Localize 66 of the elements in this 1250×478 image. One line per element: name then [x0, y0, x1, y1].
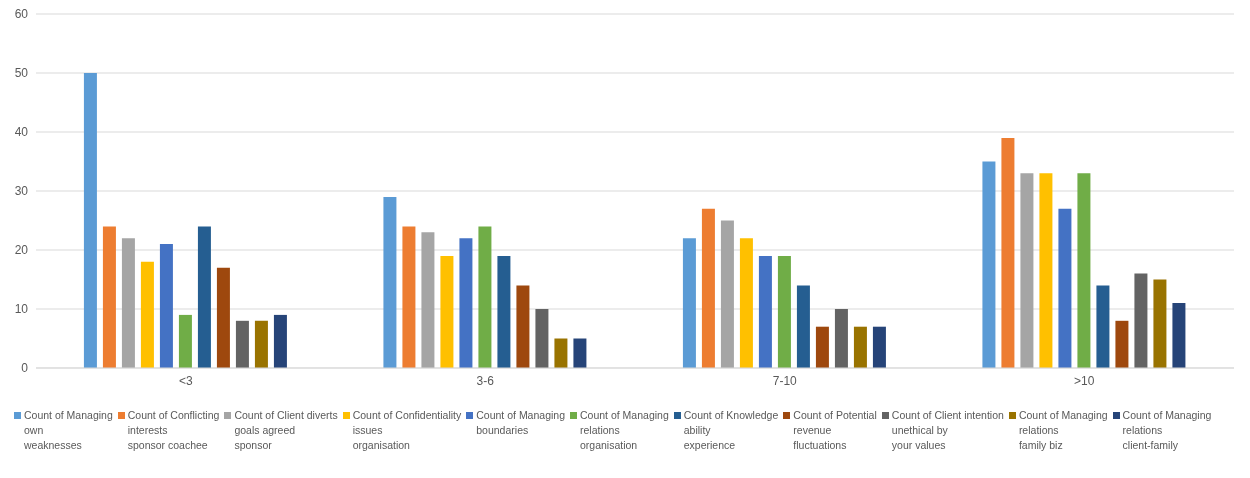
- legend-label: Count of Potential revenue fluctuations: [793, 408, 877, 453]
- bar: [1058, 208, 1072, 368]
- bar: [796, 285, 810, 368]
- bar: [853, 326, 867, 368]
- x-tick-label: >10: [1074, 373, 1095, 388]
- x-tick-label: <3: [178, 373, 193, 388]
- x-tick-label: 7-10: [772, 373, 798, 388]
- bar: [273, 314, 287, 368]
- bar: [682, 238, 696, 368]
- bar: [982, 161, 996, 368]
- bar: [516, 285, 530, 368]
- bar: [872, 326, 886, 368]
- bar: [421, 232, 435, 368]
- bar: [216, 267, 230, 368]
- bar: [739, 238, 753, 368]
- bar: [178, 314, 192, 368]
- legend-label: Count of Managing relations organisation: [580, 408, 669, 453]
- bar: [1039, 173, 1053, 368]
- bar: [1077, 173, 1091, 368]
- bar: [701, 208, 715, 368]
- y-tick-label: 0: [21, 361, 29, 376]
- bar: [777, 255, 791, 368]
- legend-label: Count of Managing relations family biz: [1018, 408, 1108, 453]
- bar: [1115, 320, 1129, 368]
- legend-label: Count of Conflicting interests sponsor coachee: [127, 408, 220, 453]
- bar: [102, 226, 116, 368]
- legend-label: Count of Client intention unethical by your values: [891, 408, 1004, 453]
- legend-label: Count of Managing own weaknesses: [24, 408, 113, 453]
- y-tick-label: 40: [14, 125, 29, 140]
- bar: [1001, 137, 1015, 368]
- bar: [1153, 279, 1167, 368]
- bar: [197, 226, 211, 368]
- bar: [402, 226, 416, 368]
- bar: [478, 226, 492, 368]
- bar: [1020, 173, 1034, 368]
- bar: [121, 238, 135, 368]
- legend-label: Count of Confidentiality issues organisation: [352, 408, 462, 453]
- bar: [440, 255, 454, 368]
- legend-label: Count of Knowledge ability experience: [683, 408, 779, 453]
- bar: [159, 244, 173, 368]
- bar: [573, 338, 587, 368]
- legend-label: Count of Managing boundaries: [476, 408, 565, 438]
- y-tick-label: 60: [14, 7, 29, 22]
- bar: [83, 73, 97, 368]
- y-tick-label: 50: [14, 66, 29, 81]
- bar: [254, 320, 268, 368]
- y-tick-label: 20: [14, 243, 29, 258]
- bar: [497, 255, 511, 368]
- bar: [383, 196, 397, 368]
- bar: [140, 261, 154, 368]
- bar: [459, 238, 473, 368]
- bar: [758, 255, 772, 368]
- bar: [235, 320, 249, 368]
- bar: [834, 309, 848, 368]
- bar: [1096, 285, 1110, 368]
- x-tick-label: 3-6: [476, 373, 495, 388]
- y-tick-label: 10: [14, 302, 29, 317]
- bar: [720, 220, 734, 368]
- bar: [815, 326, 829, 368]
- bar: [554, 338, 568, 368]
- legend-label: Count of Managing relations client-family: [1122, 408, 1212, 453]
- y-tick-label: 30: [14, 184, 29, 199]
- bar: [1172, 303, 1186, 368]
- legend-label: Count of Client diverts goals agreed sponsor: [234, 408, 338, 453]
- bar: [1134, 273, 1148, 368]
- bar: [535, 309, 549, 368]
